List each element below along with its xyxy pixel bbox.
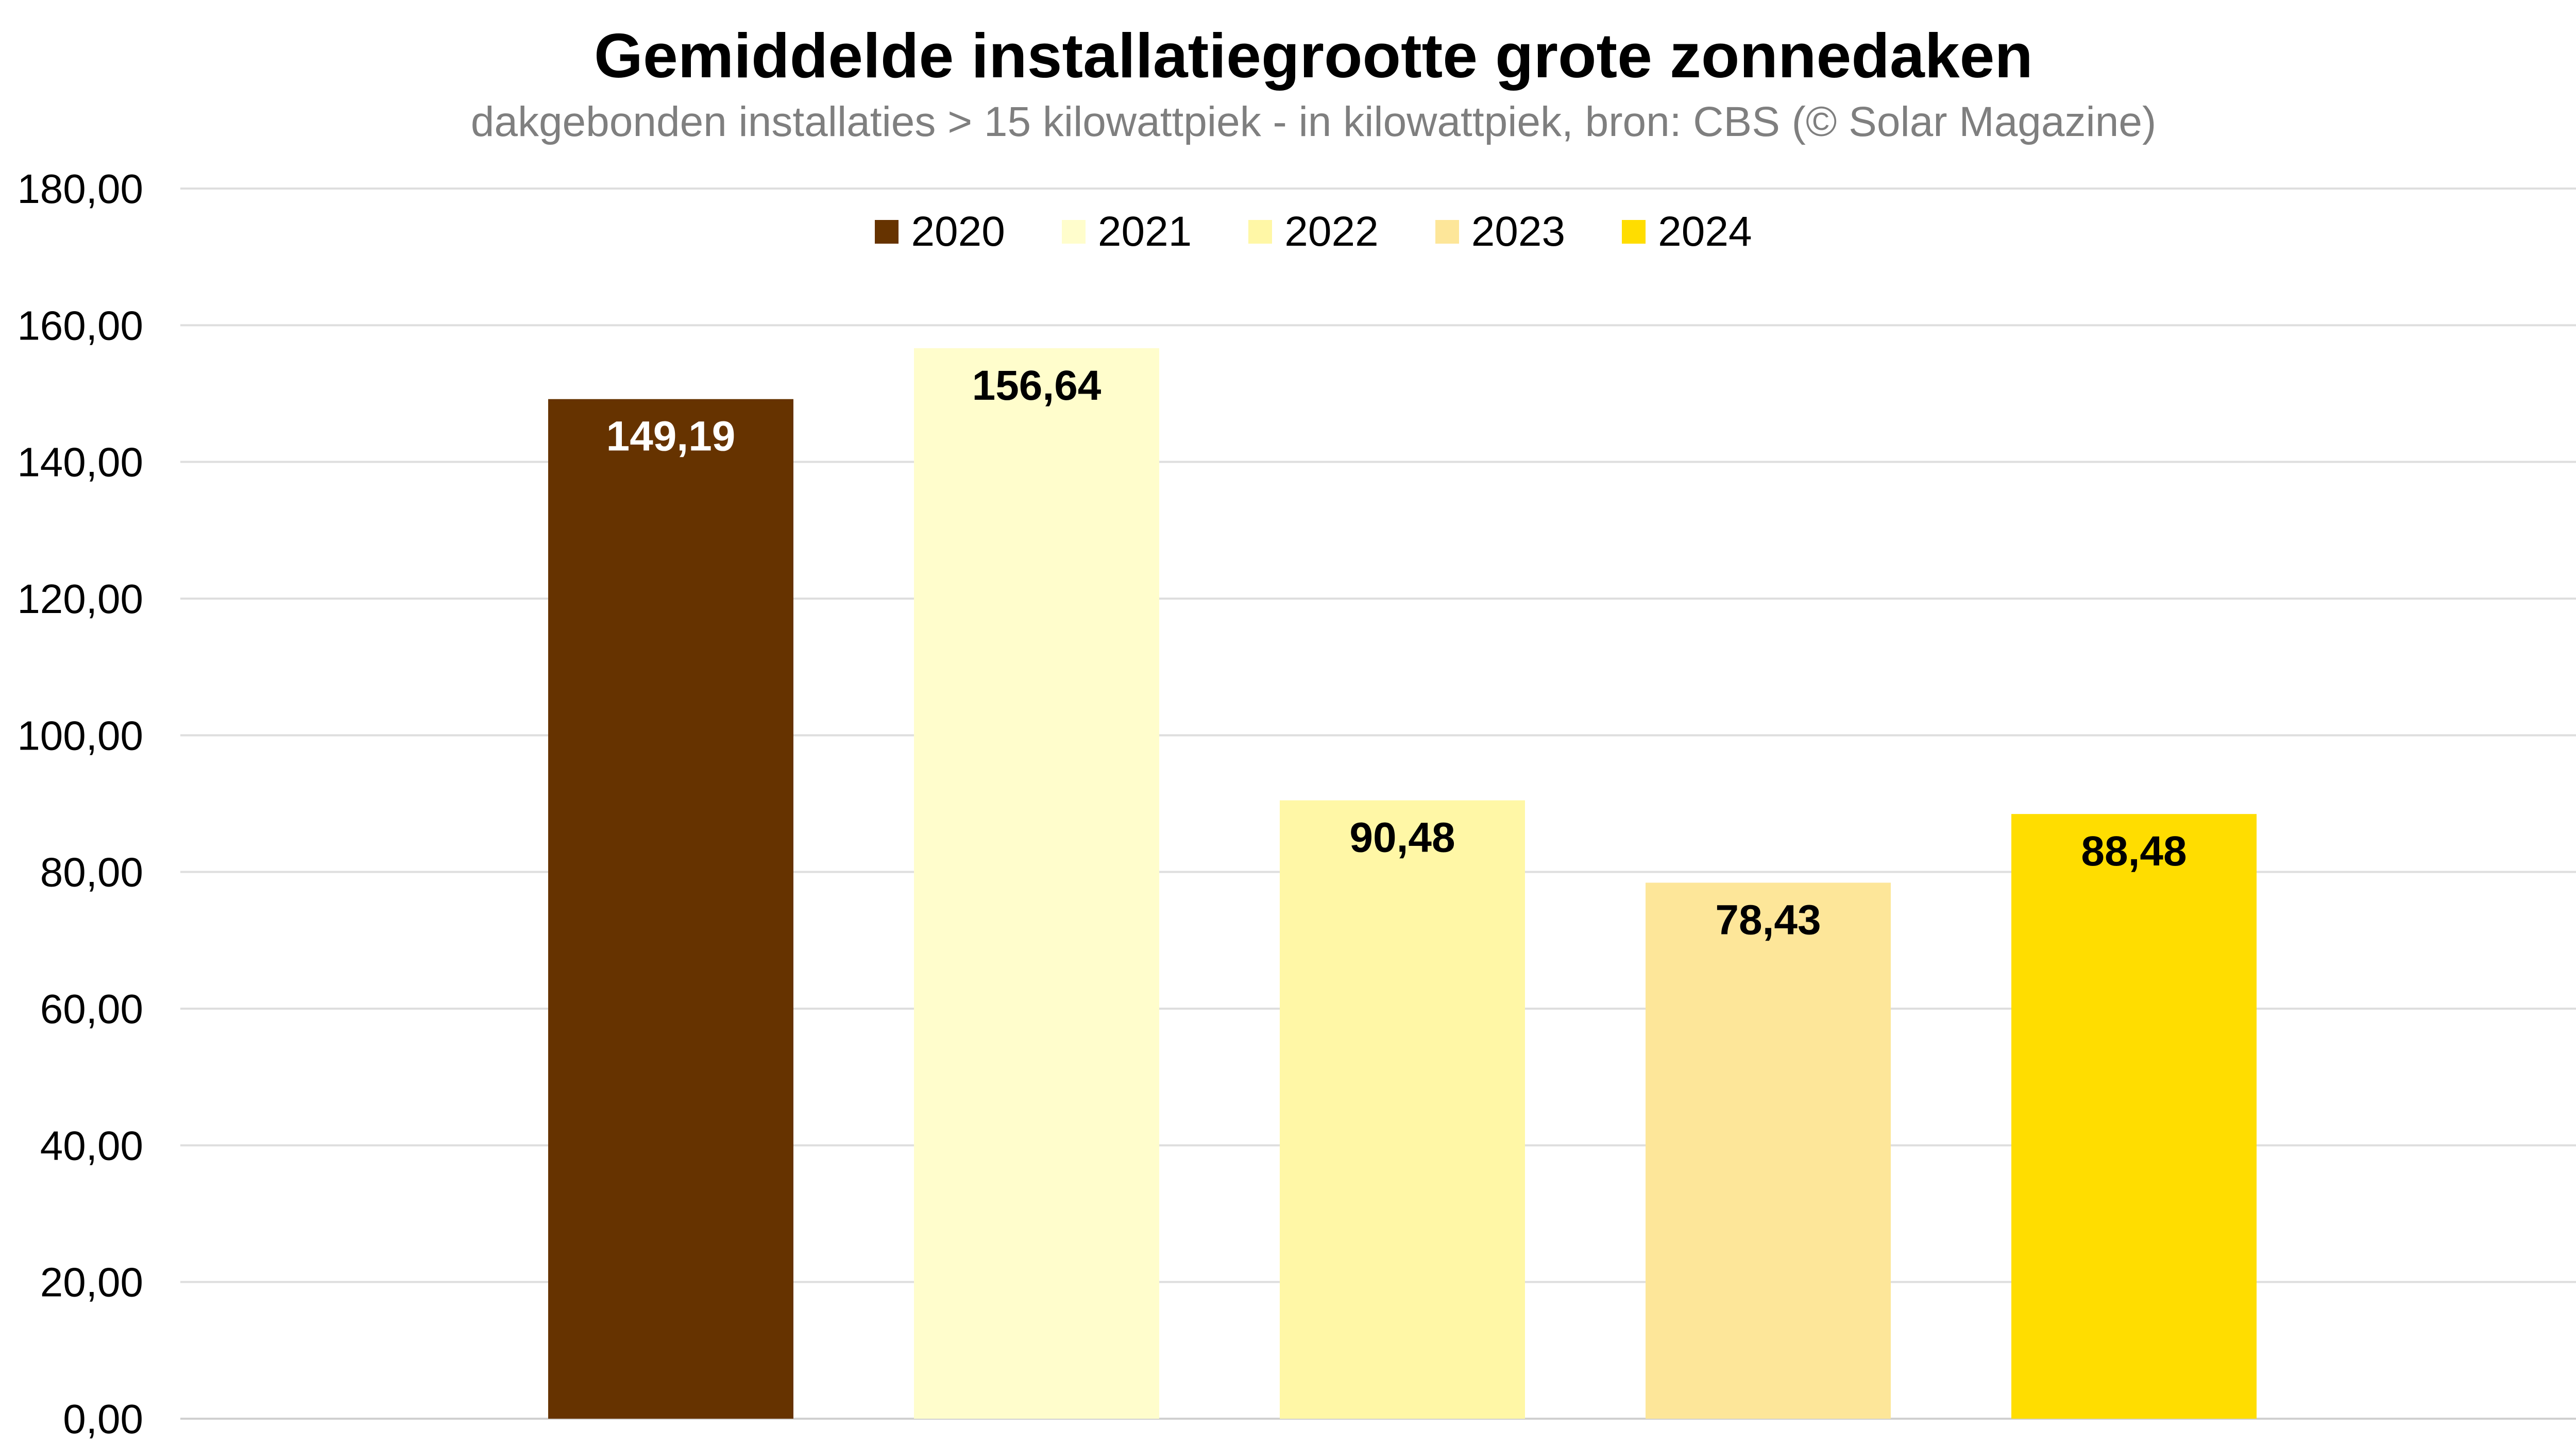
legend-item-2023: 2023 (1435, 208, 1565, 256)
y-tick-label: 140,00 (17, 439, 143, 485)
y-tick-label: 20,00 (40, 1260, 143, 1305)
y-tick-label: 180,00 (17, 166, 143, 212)
bar-2021 (914, 348, 1159, 1419)
bar-2020 (548, 399, 793, 1419)
chart-title: Gemiddelde installatiegrootte grote zonn… (594, 21, 2033, 91)
legend-item-2022: 2022 (1248, 208, 1379, 256)
bar-2023 (1646, 882, 1891, 1419)
bar-2022 (1280, 800, 1525, 1419)
chart-subtitle: dakgebonden installaties > 15 kilowattpi… (470, 98, 2157, 145)
legend-swatch (1061, 220, 1086, 244)
legend-swatch (1248, 220, 1273, 244)
y-tick-label: 60,00 (40, 986, 143, 1032)
legend-item-2024: 2024 (1622, 208, 1752, 256)
y-tick-label: 160,00 (17, 302, 143, 348)
y-tick-label: 100,00 (17, 712, 143, 758)
bar-2024 (2011, 814, 2257, 1419)
legend-item-2021: 2021 (1061, 208, 1192, 256)
legend-swatch (1622, 220, 1646, 244)
y-tick-label: 80,00 (40, 849, 143, 895)
data-label: 156,64 (972, 362, 1101, 409)
data-label: 90,48 (1349, 814, 1455, 861)
chart-legend: 2020 2021 2022 2023 2024 (0, 208, 2576, 256)
legend-swatch (1435, 220, 1459, 244)
legend-label: 2020 (911, 208, 1005, 255)
legend-label: 2022 (1284, 208, 1379, 255)
y-tick-label: 40,00 (40, 1122, 143, 1168)
y-tick-label: 120,00 (17, 576, 143, 622)
data-label: 78,43 (1715, 896, 1821, 943)
legend-swatch (875, 220, 899, 244)
legend-label: 2023 (1471, 208, 1566, 255)
data-label: 149,19 (606, 413, 736, 460)
legend-label: 2021 (1097, 208, 1192, 255)
legend-label: 2024 (1658, 208, 1752, 255)
y-tick-label: 0,00 (63, 1396, 143, 1442)
legend-item-2020: 2020 (875, 208, 1005, 256)
data-label: 88,48 (2081, 828, 2187, 875)
